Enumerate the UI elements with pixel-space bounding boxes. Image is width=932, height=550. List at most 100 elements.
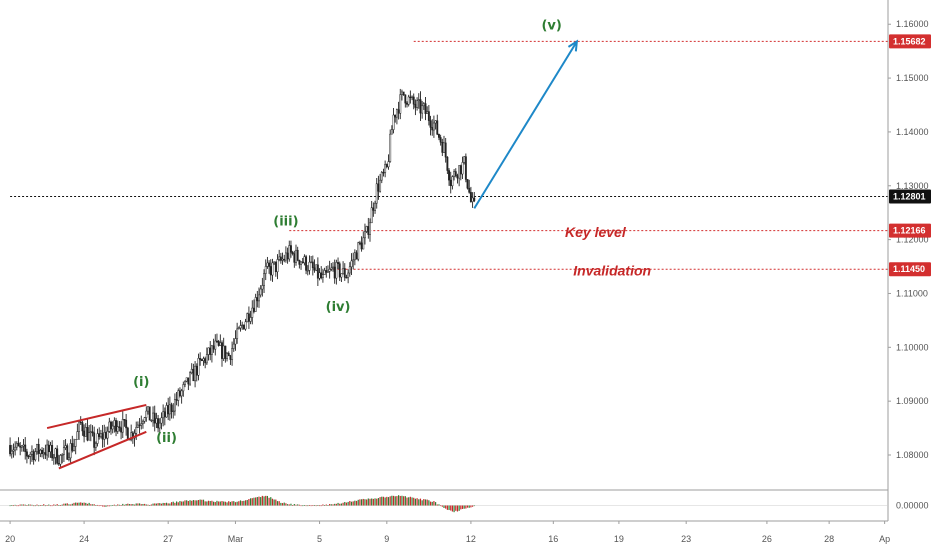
indicator-bar [414, 498, 417, 506]
x-tick-label: 12 [466, 534, 476, 544]
indicator-bar [209, 501, 211, 506]
y-tick-label: 1.15000 [896, 73, 929, 83]
candle-body [232, 343, 235, 349]
indicator-bar [308, 505, 311, 506]
indicator-bar [132, 504, 134, 506]
indicator-bar [473, 505, 475, 507]
indicator-bar [86, 503, 89, 506]
candle-body [99, 433, 102, 438]
indicator-bar [68, 504, 70, 506]
indicator-bar [108, 505, 110, 507]
indicator-bar [229, 501, 232, 506]
candle-body [83, 430, 86, 437]
price-levels [10, 40, 888, 270]
candle-body [157, 418, 160, 429]
indicator-bar [241, 501, 243, 506]
candle-body [194, 365, 197, 382]
indicator-bar [54, 504, 57, 506]
candle-body [20, 445, 23, 448]
candle-body [81, 422, 84, 432]
candle-body [17, 443, 20, 447]
candle-body [399, 94, 402, 114]
indicator-bar [212, 501, 215, 506]
indicator-bar [266, 495, 269, 506]
candle-body [136, 424, 139, 428]
candle-body [210, 345, 213, 355]
wave-label-4: (v) [541, 19, 561, 34]
candle-body [71, 443, 74, 451]
indicator-bar [66, 503, 68, 506]
indicator-bar [71, 503, 73, 506]
indicator-bar [115, 505, 117, 507]
indicator-bar [90, 504, 92, 506]
indicator-bar [298, 504, 300, 506]
candle-body [332, 266, 334, 269]
indicator-bar [162, 502, 164, 506]
candle-body [365, 226, 368, 232]
indicator-bar [147, 504, 149, 506]
indicator-bar [340, 503, 343, 506]
indicator-bar [85, 502, 87, 506]
indicator-bar [416, 498, 418, 506]
indicator-bar [312, 505, 314, 507]
candle-body [291, 251, 294, 254]
candle-body [414, 103, 417, 108]
indicator-bar [9, 505, 11, 507]
indicator-bar [211, 500, 213, 506]
candle-body [110, 421, 112, 430]
candle-body [62, 447, 65, 455]
indicator-bar [347, 501, 349, 506]
indicator-bar [344, 501, 346, 506]
candle-body [409, 96, 412, 99]
indicator-bar [471, 505, 474, 507]
candle-body [177, 390, 180, 401]
indicator-bar [167, 503, 169, 506]
indicator-bar [120, 505, 122, 506]
candle-body [456, 175, 459, 179]
candle-body [469, 192, 472, 202]
candle-body [244, 321, 247, 330]
candle-body [402, 91, 405, 96]
indicator-bar [372, 498, 374, 506]
indicator-bar [223, 501, 225, 506]
indicator-bar [110, 505, 112, 507]
indicator-histogram [0, 495, 888, 513]
candle-body [76, 431, 79, 440]
x-tick-label: 28 [824, 534, 834, 544]
indicator-bar [61, 504, 63, 506]
indicator-bar [446, 505, 448, 510]
candle-body [237, 327, 240, 330]
candle-body [372, 207, 375, 211]
candles [9, 88, 476, 469]
candle-body [118, 426, 121, 429]
candle-body [327, 271, 329, 273]
candle-body [301, 261, 304, 264]
candle-body [276, 259, 279, 273]
candle-body [333, 266, 336, 279]
candle-body [162, 411, 165, 419]
labels: (i) (ii) (iii) (iv) (v) Key level Invalidation [133, 19, 651, 446]
indicator-bar [315, 505, 317, 507]
indicator-bar [184, 500, 186, 506]
candle-body [73, 446, 75, 451]
indicator-bar [243, 500, 245, 506]
candle-body [464, 156, 467, 180]
candle-body [279, 256, 282, 261]
indicator-bar [468, 505, 470, 508]
indicator-bar [281, 503, 284, 506]
candle-body [47, 444, 50, 453]
candle-body [52, 457, 55, 459]
indicator-bar [138, 503, 141, 506]
candle-body [271, 262, 274, 276]
indicator-bar [236, 501, 238, 506]
indicator-bar [450, 505, 452, 511]
candle-body [340, 273, 343, 278]
price-tag-0 [889, 34, 931, 49]
candle-body [283, 258, 286, 261]
indicator-bar [149, 505, 151, 506]
indicator-bar [26, 505, 28, 507]
candle-body [125, 419, 128, 429]
candle-body [296, 249, 299, 261]
candle-body [358, 242, 361, 244]
